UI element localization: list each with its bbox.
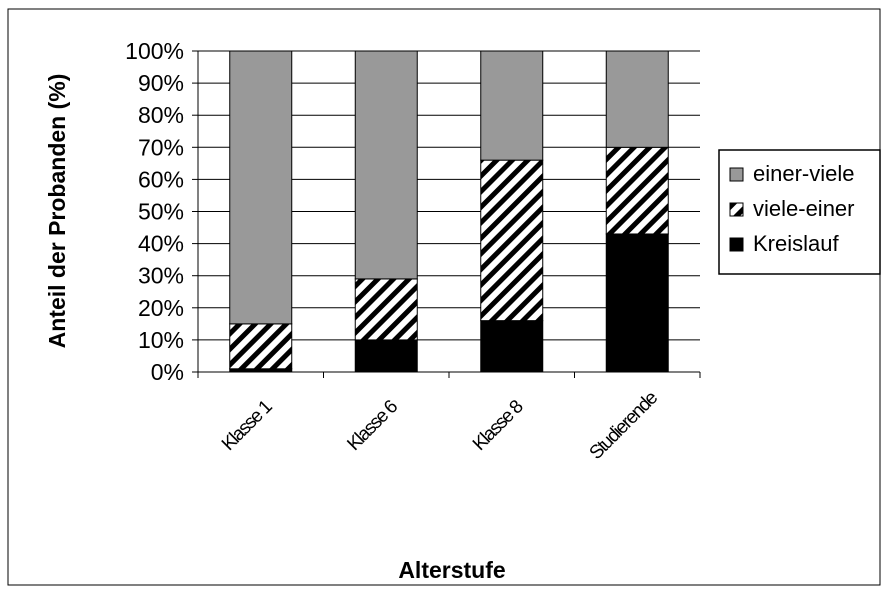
legend-label: Kreislauf bbox=[753, 231, 839, 256]
legend-label: einer-viele bbox=[753, 161, 855, 186]
bar-segment bbox=[354, 50, 418, 280]
bar-segment bbox=[605, 50, 669, 148]
y-tick-label: 80% bbox=[138, 102, 184, 128]
bar-segment bbox=[480, 50, 544, 161]
bar-segment bbox=[480, 159, 544, 322]
bar-segment bbox=[605, 233, 669, 373]
bars bbox=[229, 50, 669, 373]
y-axis-title: Anteil der Probanden (%) bbox=[44, 74, 70, 349]
y-tick-label: 20% bbox=[138, 295, 184, 321]
y-tick-label: 30% bbox=[138, 263, 184, 289]
bar-segment bbox=[229, 50, 293, 325]
bar-segment bbox=[354, 278, 418, 341]
chart-frame bbox=[7, 8, 881, 586]
legend-box bbox=[718, 149, 881, 275]
x-axis-title: Alterstufe bbox=[398, 557, 505, 583]
y-tick-label: 70% bbox=[138, 134, 184, 160]
legend: einer-viele viele-einer Kreislauf bbox=[718, 149, 881, 275]
bar-segment bbox=[354, 339, 418, 373]
axes bbox=[192, 50, 701, 378]
y-tick-label: 100% bbox=[125, 38, 184, 64]
bar-segment bbox=[605, 146, 669, 235]
legend-swatch bbox=[729, 202, 744, 217]
bar-segment bbox=[480, 320, 544, 373]
y-tick-label: 60% bbox=[138, 166, 184, 192]
legend-swatch bbox=[729, 167, 744, 182]
y-tick-label: 0% bbox=[151, 359, 184, 385]
y-tick-label: 90% bbox=[138, 70, 184, 96]
y-tick-label: 40% bbox=[138, 231, 184, 257]
bar-segment bbox=[229, 323, 293, 370]
y-tick-label: 10% bbox=[138, 327, 184, 353]
y-tick-label: 50% bbox=[138, 199, 184, 225]
legend-swatch bbox=[729, 237, 744, 252]
legend-label: viele-einer bbox=[753, 196, 855, 221]
